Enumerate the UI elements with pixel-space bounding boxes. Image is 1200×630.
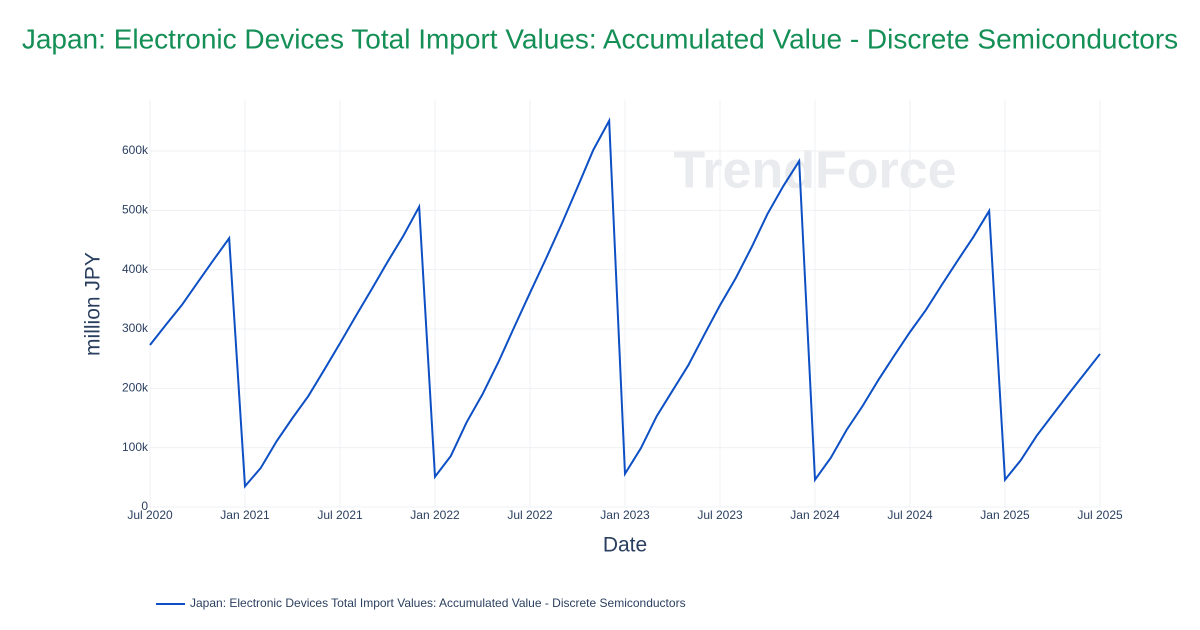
x-tick-label: Jul 2021 [317,508,363,522]
x-tick-label: Jul 2023 [697,508,743,522]
x-tick-label: Jan 2025 [980,508,1030,522]
legend-label: Japan: Electronic Devices Total Import V… [190,596,686,610]
data-line [149,117,1101,489]
x-tick-label: Jul 2020 [127,508,173,522]
x-tick-label: Jul 2025 [1077,508,1123,522]
x-tick-label: Jan 2023 [600,508,650,522]
y-tick-label: 0 [141,499,148,513]
y-tick-label: 500k [122,203,149,217]
x-tick-label: Jan 2024 [790,508,840,522]
y-tick-label: 600k [122,143,149,157]
x-tick-label: Jan 2022 [410,508,460,522]
y-tick-label: 200k [122,381,149,395]
y-tick-label: 300k [122,321,149,335]
x-tick-label: Jan 2021 [220,508,270,522]
y-tick-label: 100k [122,440,149,454]
chart-title: Japan: Electronic Devices Total Import V… [22,23,1178,54]
x-tick-label: Jul 2024 [887,508,933,522]
x-axis-title: Date [603,534,647,557]
y-axis-title: million JPY [82,252,105,356]
x-tick-label: Jul 2022 [507,508,553,522]
y-tick-label: 400k [122,262,149,276]
